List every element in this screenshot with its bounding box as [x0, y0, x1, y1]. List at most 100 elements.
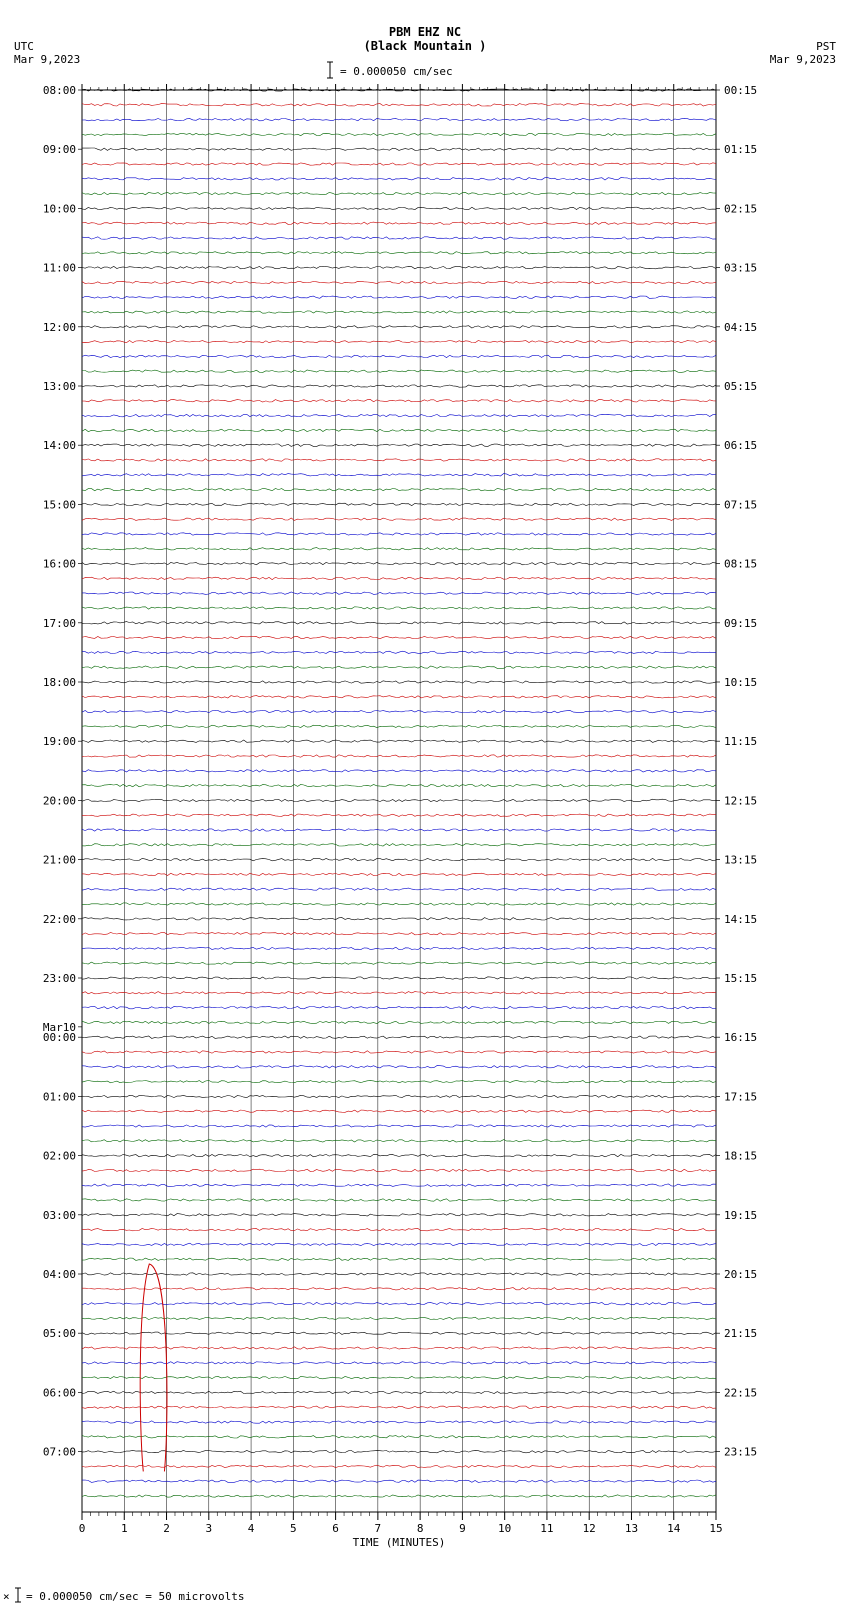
trace-line — [82, 252, 716, 254]
left-time-label: 07:00 — [43, 1446, 76, 1459]
left-time-label: 02:00 — [43, 1150, 76, 1163]
trace-line — [82, 829, 716, 831]
trace-line — [82, 1421, 716, 1423]
x-tick-label: 2 — [163, 1522, 170, 1535]
x-tick-label: 10 — [498, 1522, 511, 1535]
trace-line — [82, 340, 716, 342]
right-time-label: 21:15 — [724, 1327, 757, 1340]
trace-line — [82, 1480, 716, 1482]
x-tick-label: 14 — [667, 1522, 681, 1535]
right-time-label: 16:15 — [724, 1031, 757, 1044]
trace-line — [82, 725, 716, 727]
trace-line — [82, 1199, 716, 1201]
trace-line — [82, 1391, 716, 1393]
trace-line — [82, 784, 716, 786]
trace-line — [82, 636, 716, 638]
trace-line — [82, 326, 716, 328]
left-time-label: 15:00 — [43, 498, 76, 511]
x-axis-label: TIME (MINUTES) — [353, 1536, 446, 1549]
trace-line — [82, 844, 716, 846]
right-time-label: 13:15 — [724, 854, 757, 867]
trace-line — [82, 1051, 716, 1053]
left-time-label: 05:00 — [43, 1327, 76, 1340]
trace-line — [82, 1273, 716, 1275]
trace-line — [82, 429, 716, 431]
trace-line — [82, 977, 716, 979]
left-time-label: 04:00 — [43, 1268, 76, 1281]
scale-text: = 0.000050 cm/sec — [340, 65, 453, 78]
left-timezone: UTC — [14, 40, 34, 53]
right-time-label: 09:15 — [724, 617, 757, 630]
trace-line — [82, 1288, 716, 1290]
trace-line — [82, 740, 716, 742]
trace-line — [82, 562, 716, 564]
trace-line — [82, 622, 716, 624]
trace-line — [82, 755, 716, 757]
trace-line — [82, 681, 716, 683]
left-time-label: 00:00 — [43, 1031, 76, 1044]
left-time-label: 23:00 — [43, 972, 76, 985]
trace-line — [82, 666, 716, 668]
footer-text: = 0.000050 cm/sec = 50 microvolts — [26, 1590, 245, 1603]
left-time-label: 12:00 — [43, 321, 76, 334]
left-time-label: 11:00 — [43, 262, 76, 275]
right-time-label: 05:15 — [724, 380, 757, 393]
x-tick-label: 11 — [540, 1522, 553, 1535]
left-time-label: 06:00 — [43, 1386, 76, 1399]
trace-line — [82, 577, 716, 579]
trace-line — [82, 1214, 716, 1216]
trace-line — [82, 311, 716, 313]
trace-line — [82, 651, 716, 653]
trace-line — [82, 992, 716, 994]
right-time-label: 01:15 — [724, 143, 757, 156]
trace-line — [82, 1169, 716, 1171]
trace-line — [82, 1036, 716, 1038]
trace-line — [82, 444, 716, 446]
trace-line — [82, 370, 716, 372]
trace-line — [82, 932, 716, 934]
left-time-label: 09:00 — [43, 143, 76, 156]
x-tick-label: 12 — [583, 1522, 596, 1535]
trace-line — [82, 518, 716, 520]
trace-line — [82, 1066, 716, 1068]
left-time-label: 16:00 — [43, 558, 76, 571]
right-time-label: 00:15 — [724, 84, 757, 97]
right-time-label: 11:15 — [724, 735, 757, 748]
trace-line — [82, 474, 716, 476]
left-time-label: 18:00 — [43, 676, 76, 689]
trace-line — [82, 1125, 716, 1127]
right-date: Mar 9,2023 — [770, 53, 836, 66]
right-time-label: 02:15 — [724, 202, 757, 215]
trace-line — [82, 163, 716, 165]
right-time-label: 18:15 — [724, 1150, 757, 1163]
trace-line — [82, 1095, 716, 1097]
trace-line — [82, 266, 716, 268]
right-time-label: 04:15 — [724, 321, 757, 334]
trace-line — [82, 1317, 716, 1319]
trace-line — [82, 1362, 716, 1364]
left-time-label: 10:00 — [43, 202, 76, 215]
footer-prefix: × — [3, 1590, 10, 1603]
trace-line — [82, 1110, 716, 1112]
trace-line — [82, 1258, 716, 1260]
x-tick-label: 9 — [459, 1522, 466, 1535]
trace-line — [82, 710, 716, 712]
trace-line — [82, 1006, 716, 1008]
left-time-label: 13:00 — [43, 380, 76, 393]
x-tick-label: 7 — [375, 1522, 382, 1535]
x-tick-label: 6 — [332, 1522, 339, 1535]
trace-line — [82, 607, 716, 609]
trace-line — [82, 814, 716, 816]
trace-line — [82, 1140, 716, 1142]
right-time-label: 19:15 — [724, 1209, 757, 1222]
trace-line — [82, 858, 716, 860]
trace-line — [82, 1376, 716, 1378]
x-tick-label: 1 — [121, 1522, 128, 1535]
seismic-event — [140, 1264, 167, 1471]
left-time-label: 01:00 — [43, 1090, 76, 1103]
trace-line — [82, 104, 716, 106]
trace-line — [82, 903, 716, 905]
station-code: PBM EHZ NC — [389, 25, 461, 39]
left-time-label: 21:00 — [43, 854, 76, 867]
x-tick-label: 8 — [417, 1522, 424, 1535]
